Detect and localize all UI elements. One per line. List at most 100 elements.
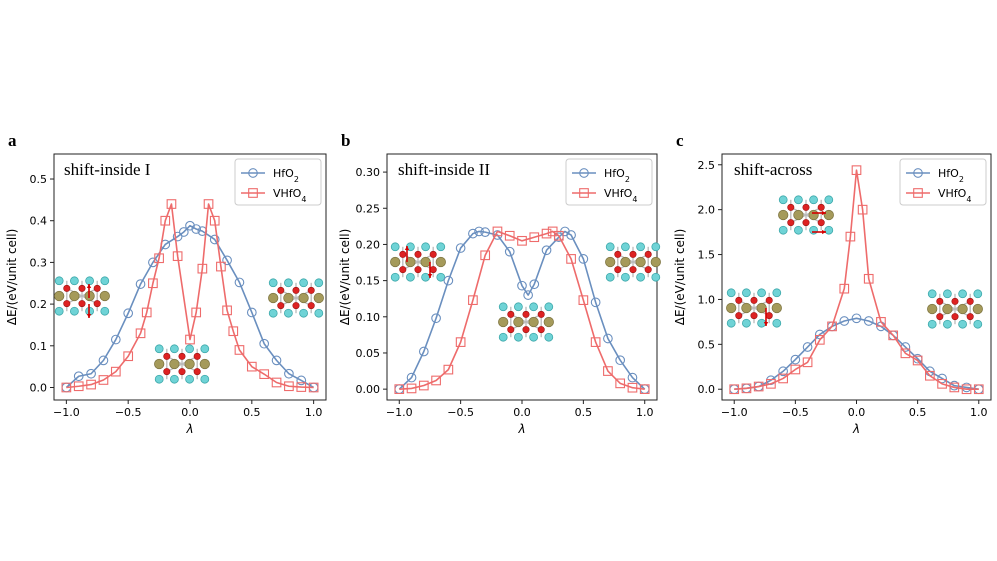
structure-inset-1 xyxy=(390,242,446,282)
vhfo4-point xyxy=(900,348,911,359)
vhfo4-point xyxy=(185,334,195,345)
y-tick-label: 0.4 xyxy=(30,215,48,228)
hfo2-point xyxy=(222,255,232,266)
vhfo4-point xyxy=(845,231,856,242)
series-line-hfo2 xyxy=(65,224,315,389)
o-atom xyxy=(399,266,407,274)
hfo2-point xyxy=(86,368,96,379)
vhfo4-point xyxy=(937,378,947,389)
hfo2-point xyxy=(790,354,801,365)
hf-atom xyxy=(390,256,401,268)
li-atom xyxy=(70,306,79,316)
legend-label: HfO2 xyxy=(273,167,299,184)
li-atom xyxy=(154,344,164,354)
y-tick-label: 0.20 xyxy=(356,238,381,251)
vhfo4-point xyxy=(406,383,417,394)
x-tick-label: −1.0 xyxy=(386,406,413,419)
x-tick-label: 1.0 xyxy=(970,406,988,419)
legend-label: VHfO4 xyxy=(273,187,306,204)
vhfo4-point xyxy=(394,384,405,394)
li-atom xyxy=(772,318,782,328)
vhfo4-point xyxy=(98,375,109,385)
vhfo4-point xyxy=(141,307,152,318)
hf-atom xyxy=(169,358,180,370)
o-atom xyxy=(537,326,545,334)
li-atom xyxy=(943,319,952,329)
li-atom xyxy=(757,318,766,328)
structure-inset-2 xyxy=(268,278,324,318)
li-atom xyxy=(605,242,615,252)
li-atom xyxy=(498,332,508,342)
li-atom xyxy=(421,242,430,252)
displacement-arrow xyxy=(427,262,433,278)
li-atom xyxy=(314,308,324,318)
vhfo4-point xyxy=(480,250,491,261)
hf-atom xyxy=(313,292,324,304)
displacement-arrow xyxy=(86,304,92,318)
li-atom xyxy=(772,288,782,298)
y-axis-label: ΔE/(eV/unit cell) xyxy=(673,229,687,326)
li-atom xyxy=(436,272,446,282)
li-atom xyxy=(809,225,818,235)
li-atom xyxy=(54,306,64,316)
o-atom xyxy=(292,286,300,294)
vhfo4-point xyxy=(166,199,177,209)
o-atom xyxy=(429,266,437,274)
li-atom xyxy=(268,278,278,288)
o-atom xyxy=(765,296,773,304)
o-atom xyxy=(63,300,71,308)
legend-marker xyxy=(248,188,258,198)
y-tick-label: 0.0 xyxy=(30,381,48,394)
hfo2-point xyxy=(284,368,294,379)
o-atom xyxy=(292,302,300,310)
vhfo4-point xyxy=(222,305,232,316)
hf-atom xyxy=(756,302,767,314)
li-atom xyxy=(757,288,766,298)
vhfo4-point xyxy=(541,228,552,239)
legend-marker xyxy=(579,168,589,178)
vhfo4-point xyxy=(148,278,158,289)
hfo2-point xyxy=(123,308,134,319)
li-atom xyxy=(54,276,64,286)
displacement-arrow xyxy=(86,284,92,298)
vhfo4-point xyxy=(284,381,294,392)
li-atom xyxy=(170,374,179,384)
li-atom xyxy=(958,289,967,299)
displacement-arrow xyxy=(812,210,826,216)
li-atom xyxy=(927,289,937,299)
o-atom xyxy=(307,302,315,310)
hf-atom xyxy=(605,256,616,268)
arrow-head xyxy=(822,210,826,216)
li-atom xyxy=(726,288,736,298)
o-atom xyxy=(750,312,758,320)
y-tick-label: 1.5 xyxy=(698,249,716,262)
li-atom xyxy=(927,319,937,329)
vhfo4-point xyxy=(234,345,245,355)
vhfo4-point xyxy=(741,383,752,394)
hfo2-point xyxy=(480,227,491,237)
arrow-head xyxy=(404,246,410,250)
hf-atom xyxy=(823,209,834,221)
vhfo4-point xyxy=(912,355,923,366)
li-atom xyxy=(436,242,446,252)
vhfo4-point xyxy=(271,377,282,388)
hf-atom xyxy=(543,316,554,328)
li-atom xyxy=(973,319,983,329)
x-axis-label: λ xyxy=(185,422,193,436)
vhfo4-point xyxy=(443,364,454,375)
x-tick-label: −0.5 xyxy=(115,406,142,419)
li-atom xyxy=(529,332,538,342)
li-atom xyxy=(973,289,983,299)
o-atom xyxy=(507,326,515,334)
o-atom xyxy=(817,203,825,211)
hfo2-point xyxy=(455,243,466,253)
vhfo4-point xyxy=(529,232,540,243)
li-atom xyxy=(794,195,803,205)
panel-title: shift-across xyxy=(734,160,812,179)
vhfo4-point xyxy=(839,283,850,294)
legend: HfO2 VHfO4 xyxy=(899,158,987,206)
li-atom xyxy=(70,276,79,286)
li-atom xyxy=(170,344,179,354)
vhfo4-point xyxy=(827,321,837,332)
o-atom xyxy=(399,250,407,258)
